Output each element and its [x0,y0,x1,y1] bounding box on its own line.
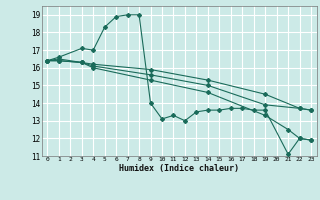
X-axis label: Humidex (Indice chaleur): Humidex (Indice chaleur) [119,164,239,173]
